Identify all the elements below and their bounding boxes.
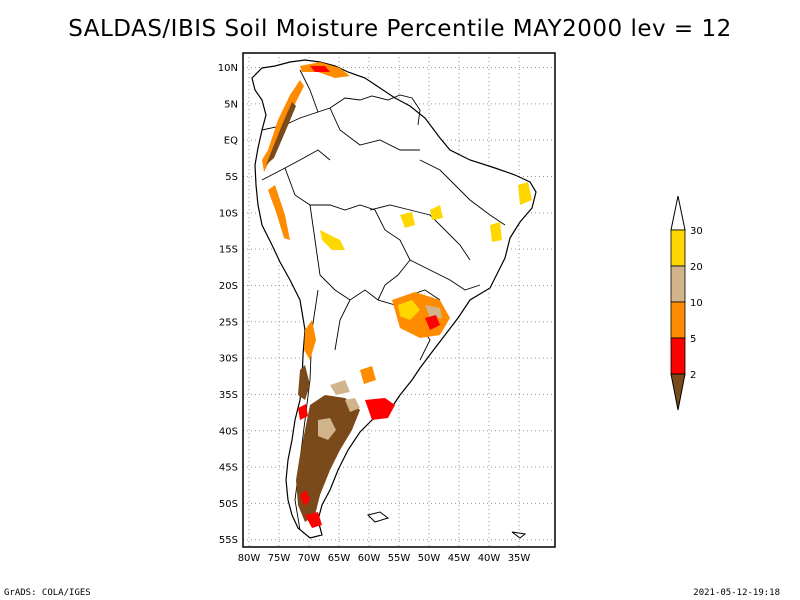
shade-below-2-patagonia [296, 395, 360, 522]
legend-swatch [670, 337, 686, 375]
lat-tick-label: 10S [219, 208, 238, 219]
lat-tick-label: 25S [219, 317, 238, 328]
legend-threshold-label: 20 [690, 262, 703, 273]
lat-tick-label: 50S [219, 499, 238, 510]
lat-tick-label: 10N [218, 63, 238, 74]
lat-tick-label: 45S [219, 463, 238, 474]
lon-tick-label: 45W [448, 553, 471, 564]
lon-tick-label: 55W [388, 553, 411, 564]
soil-moisture-shading [262, 62, 532, 528]
lat-tick-label: 55S [219, 535, 238, 546]
lon-tick-label: 70W [298, 553, 321, 564]
lat-tick-label: 40S [219, 426, 238, 437]
lat-tick-label: 30S [219, 354, 238, 365]
legend-threshold-label: 10 [690, 298, 703, 309]
legend-swatch [670, 301, 686, 339]
map-title: SALDAS/IBIS Soil Moisture Percentile MAY… [68, 16, 732, 42]
lon-tick-label: 40W [478, 553, 501, 564]
lat-tick-label: EQ [224, 136, 238, 147]
lat-tick-label: 35S [219, 390, 238, 401]
legend-swatch-below-2 [670, 373, 686, 411]
legend-swatch [670, 265, 686, 303]
continent-land [251, 59, 537, 539]
legend-threshold-label: 30 [690, 226, 703, 237]
lat-tick-label: 5S [225, 172, 238, 183]
lat-tick-label: 15S [219, 245, 238, 256]
footer-timestamp: 2021-05-12-19:18 [693, 588, 780, 598]
shade-below-2-andes [298, 365, 310, 400]
legend-threshold-label: 5 [690, 334, 696, 345]
lon-tick-label: 50W [418, 553, 441, 564]
shade-20-30-patagonia-2 [345, 398, 360, 412]
shade-20-30-patagonia [318, 418, 336, 440]
legend-threshold-label: 2 [690, 370, 696, 381]
colorbar-legend: 30 20 10 5 2 [670, 195, 703, 411]
south-america-coastline [251, 59, 537, 539]
lon-tick-label: 80W [238, 553, 261, 564]
lat-tick-label: 5N [224, 99, 238, 110]
islands [367, 511, 527, 539]
lon-tick-label: 75W [268, 553, 291, 564]
footer-credit: GrADS: COLA/IGES [4, 588, 91, 598]
map-frame [242, 52, 556, 548]
latitude-tick-labels: 10N 5N EQ 5S 10S 15S 20S 25S 30S 35S 40S 45S 50S 55S [218, 63, 238, 546]
legend-swatch [670, 229, 686, 267]
legend-swatch-above-30 [670, 195, 686, 231]
longitude-tick-labels: 80W 75W 70W 65W 60W 55W 50W 45W 40W 35W [238, 553, 531, 564]
lon-tick-label: 65W [328, 553, 351, 564]
lat-tick-label: 20S [219, 281, 238, 292]
lon-tick-label: 35W [508, 553, 531, 564]
lon-tick-label: 60W [358, 553, 381, 564]
